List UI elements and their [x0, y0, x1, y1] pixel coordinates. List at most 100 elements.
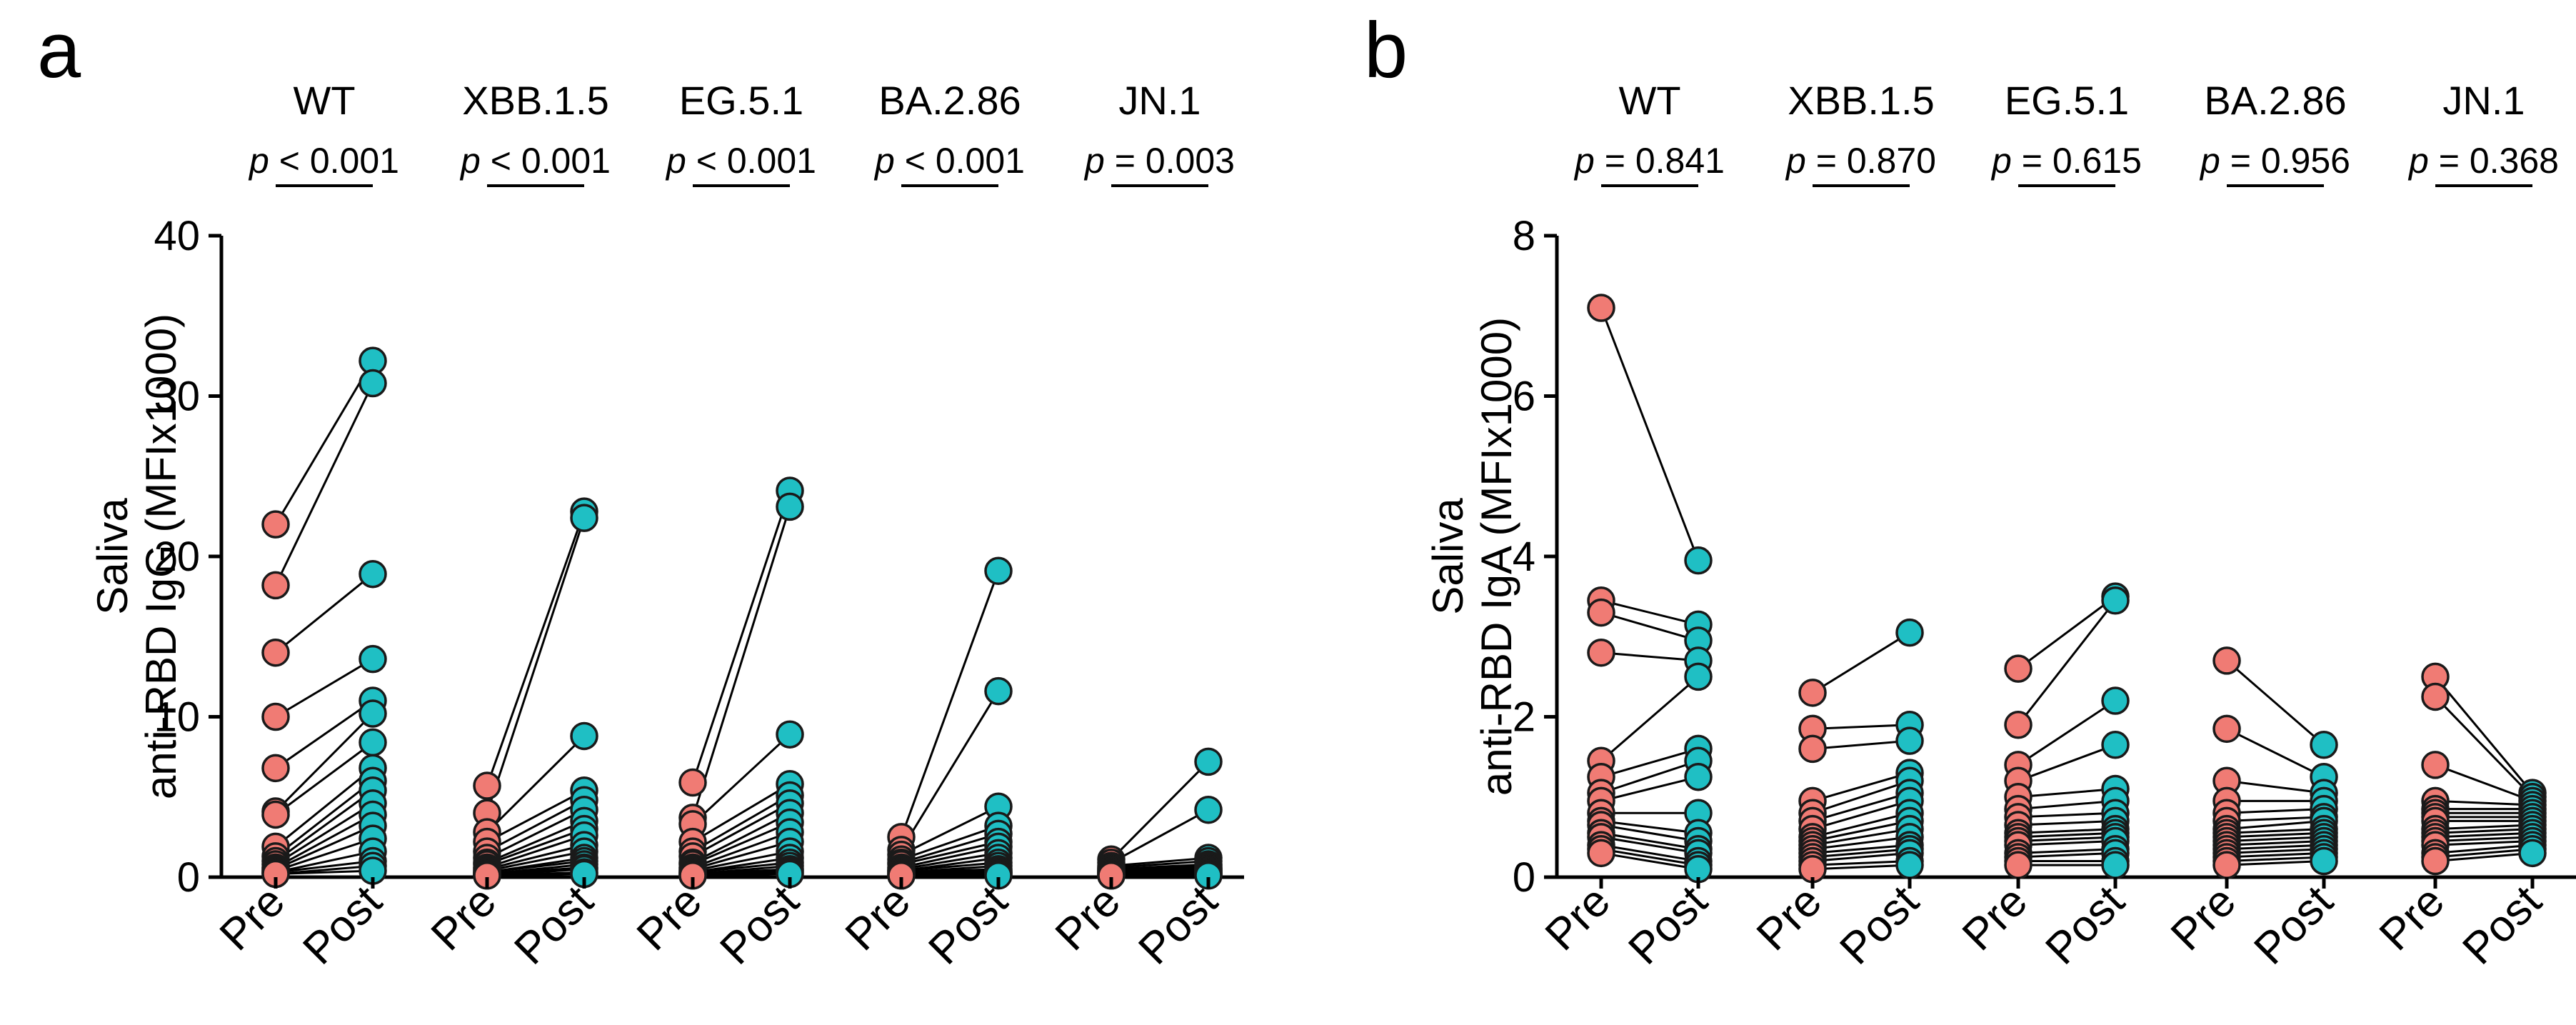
pair-line [2018, 848, 2116, 854]
pair-line [1812, 819, 1910, 842]
x-tick-pre-label: Pre [1046, 876, 1130, 960]
pair-line [1111, 864, 1209, 871]
post-point [776, 492, 804, 521]
x-tick-post-label: Post [505, 876, 603, 974]
pair-line [275, 699, 374, 769]
pair-line [692, 811, 791, 864]
post-point [984, 556, 1013, 585]
pair-line [1812, 844, 1910, 854]
post-point [1194, 747, 1223, 776]
pair-line [1812, 836, 1910, 851]
pair-line [691, 506, 791, 819]
y-axis-title-line1: Saliva [1424, 498, 1472, 615]
pair-line [1812, 848, 1910, 859]
x-tick-post-label: Post [294, 876, 391, 974]
pair-line [1600, 819, 1699, 834]
pair-line [2434, 696, 2534, 798]
p-value: p < 0.001 [248, 141, 399, 181]
group-XBB.1.5: XBB.1.5 p < 0.001 Pre Post [422, 78, 611, 974]
post-point [2101, 731, 2130, 759]
post-point [359, 369, 387, 398]
panel-letter: b [1364, 6, 1408, 94]
post-point [1895, 726, 1924, 755]
pair-line [275, 860, 374, 874]
pre-point [678, 768, 707, 797]
p-value-text: = 0.956 [2220, 141, 2350, 181]
pair-line [2018, 851, 2116, 859]
pair-line [486, 735, 586, 834]
pair-line [1600, 676, 1699, 762]
x-tick-post-label: Post [711, 876, 808, 974]
pair-line [1111, 856, 1209, 867]
pair-line [2435, 824, 2533, 831]
group-BA.2.86: BA.2.86 p < 0.001 Pre Post [836, 78, 1025, 974]
p-value: p = 0.956 [2199, 141, 2350, 181]
x-tick-post-label: Post [2245, 876, 2342, 974]
pair-line [1110, 761, 1210, 861]
pair-line [901, 824, 999, 861]
pair-line [1812, 779, 1910, 814]
x-tick-pre-label: Pre [2370, 876, 2454, 960]
pair-line [2226, 816, 2325, 822]
pair-line [2226, 659, 2325, 746]
variant-label: XBB.1.5 [462, 78, 608, 123]
post-point [776, 720, 804, 749]
pair-line [1600, 851, 1699, 871]
pre-point [1587, 294, 1615, 322]
p-value-symbol: p [1990, 141, 2012, 181]
p-value: p = 0.003 [1083, 141, 1235, 181]
pair-line [275, 658, 374, 718]
pair-line [1600, 836, 1699, 854]
variant-label: JN.1 [2442, 78, 2525, 123]
pair-line [2226, 779, 2325, 794]
group-JN.1: JN.1 p = 0.368 Pre Post [2370, 78, 2559, 974]
pair-line [900, 690, 1000, 851]
pre-point [1798, 734, 1827, 764]
x-tick-post-label: Post [1129, 876, 1227, 974]
pair-line [2226, 836, 2325, 842]
pair-line [486, 517, 586, 814]
variant-label: WT [293, 78, 355, 123]
pair-line [2018, 836, 2116, 842]
pair-line [486, 809, 585, 859]
pair-line [691, 490, 791, 784]
group-BA.2.86: BA.2.86 p = 0.956 Pre Post [2162, 78, 2350, 974]
pair-line [2226, 727, 2325, 779]
group-WT: WT p = 0.841 Pre Post [1536, 78, 1725, 974]
pair-line [2018, 788, 2116, 799]
post-point [1194, 795, 1223, 824]
p-value-symbol: p [2199, 141, 2220, 181]
p-value: p = 0.368 [2407, 141, 2559, 181]
p-value: p < 0.001 [873, 141, 1025, 181]
post-point [1684, 546, 1713, 575]
x-tick-pre-label: Pre [836, 876, 920, 960]
post-point [2518, 839, 2547, 868]
p-value-text: < 0.001 [481, 141, 611, 181]
pair-line [901, 805, 999, 856]
x-tick-pre-label: Pre [2162, 876, 2245, 960]
pair-line [901, 868, 999, 874]
x-tick-post-label: Post [2036, 876, 2134, 974]
variant-label: WT [1618, 78, 1680, 123]
p-value-symbol: p [1785, 141, 1806, 181]
p-value-text: < 0.001 [686, 141, 816, 181]
pair-line [1600, 747, 1699, 779]
pre-point [2004, 851, 2033, 879]
post-point [359, 559, 387, 589]
pair-line [486, 799, 585, 853]
pre-point [261, 571, 290, 600]
p-value: p < 0.001 [665, 141, 816, 181]
x-tick-pre-label: Pre [628, 876, 711, 960]
variant-label: EG.5.1 [2005, 78, 2129, 123]
p-value: p < 0.001 [459, 141, 611, 181]
post-point [570, 721, 598, 751]
post-point [1684, 762, 1713, 791]
variant-label: EG.5.1 [679, 78, 803, 123]
pair-line [692, 821, 791, 866]
pair-line [2018, 811, 2116, 819]
pair-line [486, 860, 585, 874]
post-point [2101, 586, 2130, 615]
pair-line [1812, 631, 1910, 694]
pair-line [901, 861, 999, 872]
